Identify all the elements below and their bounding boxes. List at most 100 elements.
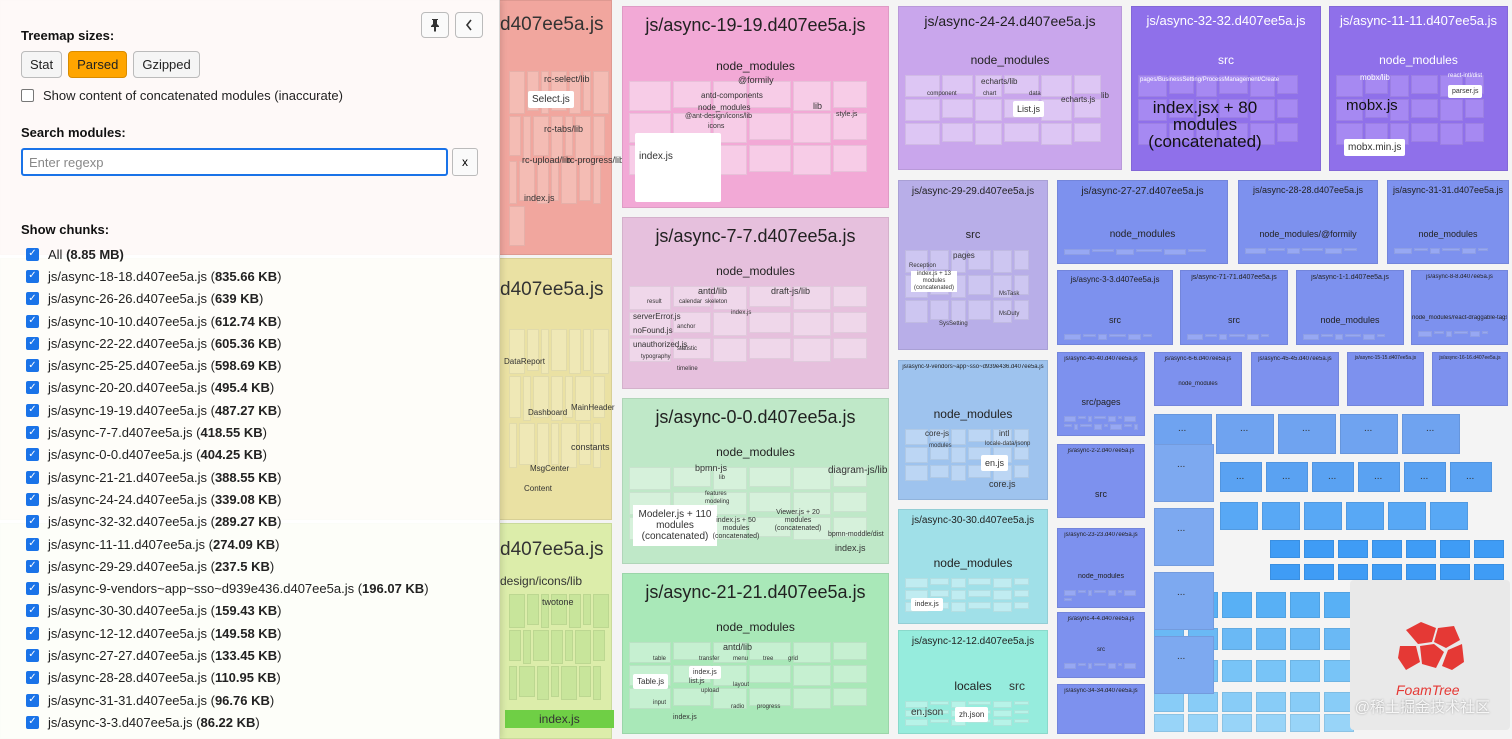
module-tile[interactable] [905, 75, 940, 97]
module-tile[interactable] [1261, 334, 1269, 337]
small-chunk-cell[interactable]: ... [1154, 636, 1214, 694]
check-icon[interactable]: ✓ [26, 359, 39, 373]
module-tile[interactable] [561, 423, 577, 468]
module-tile[interactable] [629, 338, 671, 362]
module-tile[interactable] [509, 116, 521, 156]
module-tile[interactable] [1118, 416, 1122, 419]
module-tile[interactable] [833, 492, 867, 512]
chunk-item[interactable]: ✓ js/async-27-27.d407ee5a.js (133.45 KB) [26, 644, 499, 666]
module-tile[interactable] [1104, 424, 1108, 427]
module-tile[interactable] [833, 113, 867, 140]
module-tile[interactable] [1245, 248, 1266, 254]
module-tile[interactable] [575, 630, 591, 664]
module-tile[interactable] [629, 81, 671, 111]
module-tile[interactable] [749, 467, 791, 487]
small-chunk-cell[interactable] [1406, 564, 1436, 580]
module-tile[interactable] [942, 75, 973, 94]
module-tile[interactable] [1377, 334, 1385, 337]
module-tile[interactable] [1465, 123, 1484, 142]
module-tile[interactable] [593, 71, 609, 114]
module-tile[interactable] [1430, 248, 1440, 254]
collapse-sidebar-button[interactable] [455, 12, 483, 38]
module-tile[interactable] [1064, 590, 1076, 596]
small-chunk-cell[interactable] [1440, 540, 1470, 558]
module-tile[interactable] [1268, 248, 1285, 251]
small-chunk-cell[interactable] [1304, 564, 1334, 580]
chunk-cell[interactable]: js/async-30-30.d407ee5a.js node_modules in… [898, 509, 1048, 624]
module-tile[interactable] [1344, 248, 1357, 251]
module-tile[interactable] [1128, 334, 1141, 340]
module-tile[interactable] [509, 161, 517, 204]
small-chunk-cell[interactable] [1388, 502, 1426, 530]
small-chunk-cell[interactable] [1188, 692, 1218, 712]
check-icon[interactable]: ✓ [26, 537, 39, 551]
small-chunk-cell[interactable] [1256, 714, 1286, 732]
module-tile[interactable] [1446, 331, 1452, 337]
module-tile[interactable] [930, 465, 949, 478]
module-tile[interactable] [1219, 99, 1248, 118]
module-tile[interactable] [1064, 334, 1081, 340]
chunk-item[interactable]: ✓ js/async-9-vendors~app~sso~d939e436.d40… [26, 577, 499, 599]
module-tile[interactable] [951, 578, 966, 588]
module-tile[interactable] [1118, 590, 1122, 593]
small-chunk-cell[interactable]: ... [1358, 462, 1400, 492]
module-tile[interactable] [749, 81, 791, 108]
module-tile[interactable] [509, 666, 517, 700]
module-tile[interactable] [793, 286, 831, 310]
module-tile[interactable] [1303, 334, 1319, 340]
chunk-cell[interactable]: js/async-71-71.d407ee5a.js src [1180, 270, 1288, 345]
module-tile[interactable] [565, 630, 573, 661]
module-tile[interactable] [629, 642, 671, 663]
module-tile[interactable] [1418, 331, 1432, 337]
module-tile[interactable] [1277, 99, 1298, 118]
module-tile[interactable] [1394, 248, 1412, 254]
check-icon[interactable]: ✓ [26, 336, 39, 350]
module-tile[interactable] [551, 630, 563, 664]
module-tile[interactable] [1080, 424, 1092, 427]
module-tile[interactable] [905, 123, 940, 145]
module-tile[interactable] [1365, 99, 1388, 118]
module-tile[interactable] [593, 161, 601, 204]
chunk-item[interactable]: ✓ js/async-26-26.d407ee5a.js (639 KB) [26, 288, 499, 310]
module-tile[interactable] [1088, 416, 1092, 422]
chunk-cell[interactable]: js/async-3-3.d407ee5a.js src [1057, 270, 1173, 345]
module-tile[interactable] [551, 594, 567, 625]
module-tile[interactable] [951, 429, 966, 445]
small-chunk-cell[interactable]: ... [1278, 414, 1336, 454]
module-tile[interactable] [537, 161, 549, 204]
small-chunk-cell[interactable] [1256, 692, 1286, 712]
small-chunk-cell[interactable] [1262, 502, 1300, 530]
module-tile[interactable] [793, 312, 831, 336]
chunk-cell[interactable]: js/async-23-23.d407ee5a.js node_modules [1057, 528, 1145, 608]
module-tile[interactable] [833, 517, 867, 537]
module-tile[interactable] [519, 423, 535, 465]
module-tile[interactable] [1336, 99, 1363, 121]
module-tile[interactable] [1116, 249, 1134, 255]
module-tile[interactable] [1440, 99, 1463, 121]
chunk-item[interactable]: ✓ js/async-29-29.d407ee5a.js (237.5 KB) [26, 555, 499, 577]
module-tile[interactable] [583, 594, 591, 625]
module-tile[interactable] [1078, 416, 1086, 419]
module-tile[interactable] [551, 423, 559, 465]
module-tile[interactable] [1411, 99, 1438, 118]
chunk-cell[interactable]: js/async-1-1.d407ee5a.js node_modules [1296, 270, 1404, 345]
module-tile[interactable] [579, 666, 591, 697]
module-tile[interactable] [749, 145, 791, 172]
module-tile[interactable] [749, 642, 791, 660]
small-chunk-cell[interactable]: ... [1154, 444, 1214, 502]
module-tile[interactable] [583, 71, 591, 111]
module-tile[interactable] [593, 666, 601, 700]
module-tile[interactable] [793, 338, 831, 362]
module-tile[interactable] [930, 250, 949, 270]
small-chunk-cell[interactable] [1290, 628, 1320, 650]
module-tile[interactable] [533, 376, 549, 418]
module-tile[interactable] [551, 666, 559, 697]
module-tile[interactable] [569, 594, 581, 628]
module-tile[interactable] [1124, 424, 1132, 427]
module-tile[interactable] [1064, 416, 1076, 422]
module-tile[interactable] [1064, 249, 1090, 255]
clear-search-button[interactable]: x [452, 148, 478, 176]
module-tile[interactable] [993, 590, 1012, 600]
check-icon[interactable]: ✓ [26, 515, 39, 529]
check-icon[interactable]: ✓ [26, 582, 39, 596]
